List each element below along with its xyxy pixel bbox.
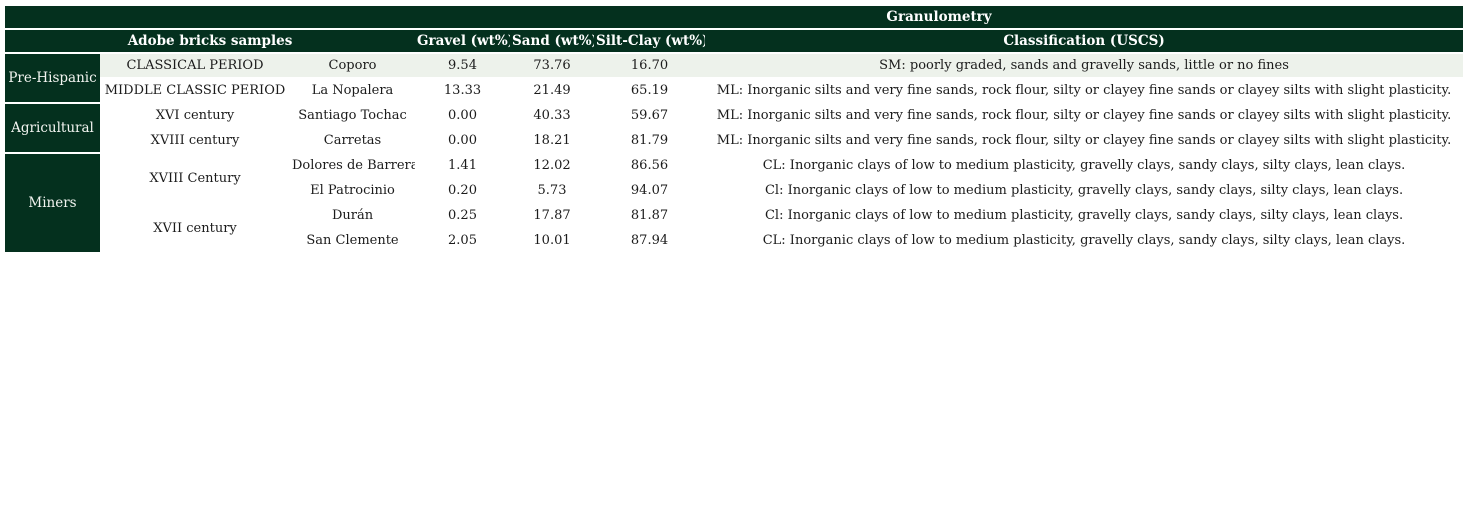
classification-cell: ML: Inorganic silts and very fine sands,…	[716, 133, 1452, 148]
classification-cell: Cl: Inorganic clays of low to medium pla…	[764, 208, 1404, 223]
group-label-pre-hispanic: Pre-Hispanic	[5, 54, 100, 102]
header-samples: Adobe bricks samples	[5, 30, 416, 52]
group-label-miners: Miners	[5, 154, 100, 252]
silt-clay-cell: 94.07	[630, 183, 669, 198]
classification-cell: Cl: Inorganic clays of low to medium pla…	[764, 183, 1404, 198]
sample-cell: El Patrocinio	[310, 183, 395, 198]
table-row: XVIII century Carretas 0.00 18.21 81.79 …	[5, 129, 1463, 152]
classification-cell: ML: Inorganic silts and very fine sands,…	[716, 108, 1452, 123]
sample-cell: Coporo	[290, 54, 416, 77]
table-row: Pre-Hispanic CLASSICAL PERIOD Coporo 9.5…	[5, 54, 1464, 102]
sample-cell: Santiago Tochac	[298, 108, 407, 123]
table-row: Agricultural XVI century Santiago Tochac…	[5, 104, 1463, 152]
classification-cell: SM: poorly graded, sands and gravelly sa…	[705, 54, 1464, 77]
table-container: Granulometry Adobe bricks samples Gravel…	[0, 0, 1468, 254]
sand-cell: 10.01	[533, 233, 571, 248]
silt-clay-cell: 81.87	[630, 208, 669, 223]
period-cell: XVIII Century	[149, 170, 241, 186]
title-row-spacer	[5, 6, 416, 28]
table-row: XVII century Durán 0.25 17.87 81.87 Cl: …	[5, 204, 1463, 236]
header-silt-clay: Silt-Clay (wt%)	[594, 30, 706, 52]
classification-cell: CL: Inorganic clays of low to medium pla…	[762, 158, 1406, 173]
sample-cell: La Nopalera	[311, 83, 394, 98]
gravel-cell: 1.41	[448, 158, 477, 173]
sample-cell: San Clemente	[306, 233, 399, 248]
silt-clay-cell: 86.56	[630, 158, 669, 173]
period-cell: XVII century	[153, 220, 237, 236]
period-cell: CLASSICAL PERIOD	[100, 54, 290, 77]
sand-cell: 17.87	[533, 208, 571, 223]
header-sand: Sand (wt%)	[510, 30, 595, 52]
gravel-cell: 0.25	[448, 208, 477, 223]
gravel-cell: 0.00	[448, 108, 477, 123]
gravel-cell: 13.33	[443, 83, 482, 98]
table-title: Granulometry	[415, 6, 1464, 28]
gravel-cell: 2.05	[448, 233, 477, 248]
header-classification: Classification (USCS)	[705, 30, 1464, 52]
period-cell: MIDDLE CLASSIC PERIOD	[104, 83, 286, 98]
table-row: San Clemente 2.05 10.01 87.94 CL: Inorga…	[5, 229, 1463, 252]
sand-cell: 40.33	[533, 108, 571, 123]
period-cell: XVI century	[155, 108, 235, 123]
sand-cell: 21.49	[533, 83, 571, 98]
header-gravel: Gravel (wt%)	[415, 30, 511, 52]
sand-cell: 12.02	[533, 158, 571, 173]
silt-clay-cell: 81.79	[630, 133, 669, 148]
gravel-cell: 0.20	[448, 183, 477, 198]
gravel-cell: 0.00	[448, 133, 477, 148]
sand-cell: 18.21	[533, 133, 571, 148]
table-row: El Patrocinio 0.20 5.73 94.07 Cl: Inorga…	[5, 179, 1463, 202]
silt-clay-cell: 59.67	[630, 108, 669, 123]
table-row: Miners XVIII Century Dolores de Barrera …	[5, 154, 1463, 252]
silt-clay-cell: 87.94	[630, 233, 669, 248]
sample-cell: Dolores de Barrera	[292, 158, 416, 173]
silt-clay-cell: 16.70	[594, 54, 706, 77]
gravel-cell: 9.54	[415, 54, 511, 77]
sample-cell: Durán	[331, 208, 374, 223]
silt-clay-cell: 65.19	[630, 83, 669, 98]
period-cell: XVIII century	[150, 133, 240, 148]
sand-cell: 5.73	[537, 183, 567, 198]
sample-cell: Carretas	[323, 133, 382, 148]
sand-cell: 73.76	[510, 54, 595, 77]
granulometry-table: Granulometry Adobe bricks samples Gravel…	[5, 4, 1464, 254]
group-label-agricultural: Agricultural	[5, 104, 100, 152]
column-header-row: Adobe bricks samples Gravel (wt%) Sand (…	[5, 30, 1464, 52]
title-row: Granulometry	[5, 6, 1464, 28]
classification-cell: CL: Inorganic clays of low to medium pla…	[762, 233, 1406, 248]
table-row: MIDDLE CLASSIC PERIOD La Nopalera 13.33 …	[5, 79, 1463, 102]
classification-cell: ML: Inorganic silts and very fine sands,…	[716, 83, 1452, 98]
